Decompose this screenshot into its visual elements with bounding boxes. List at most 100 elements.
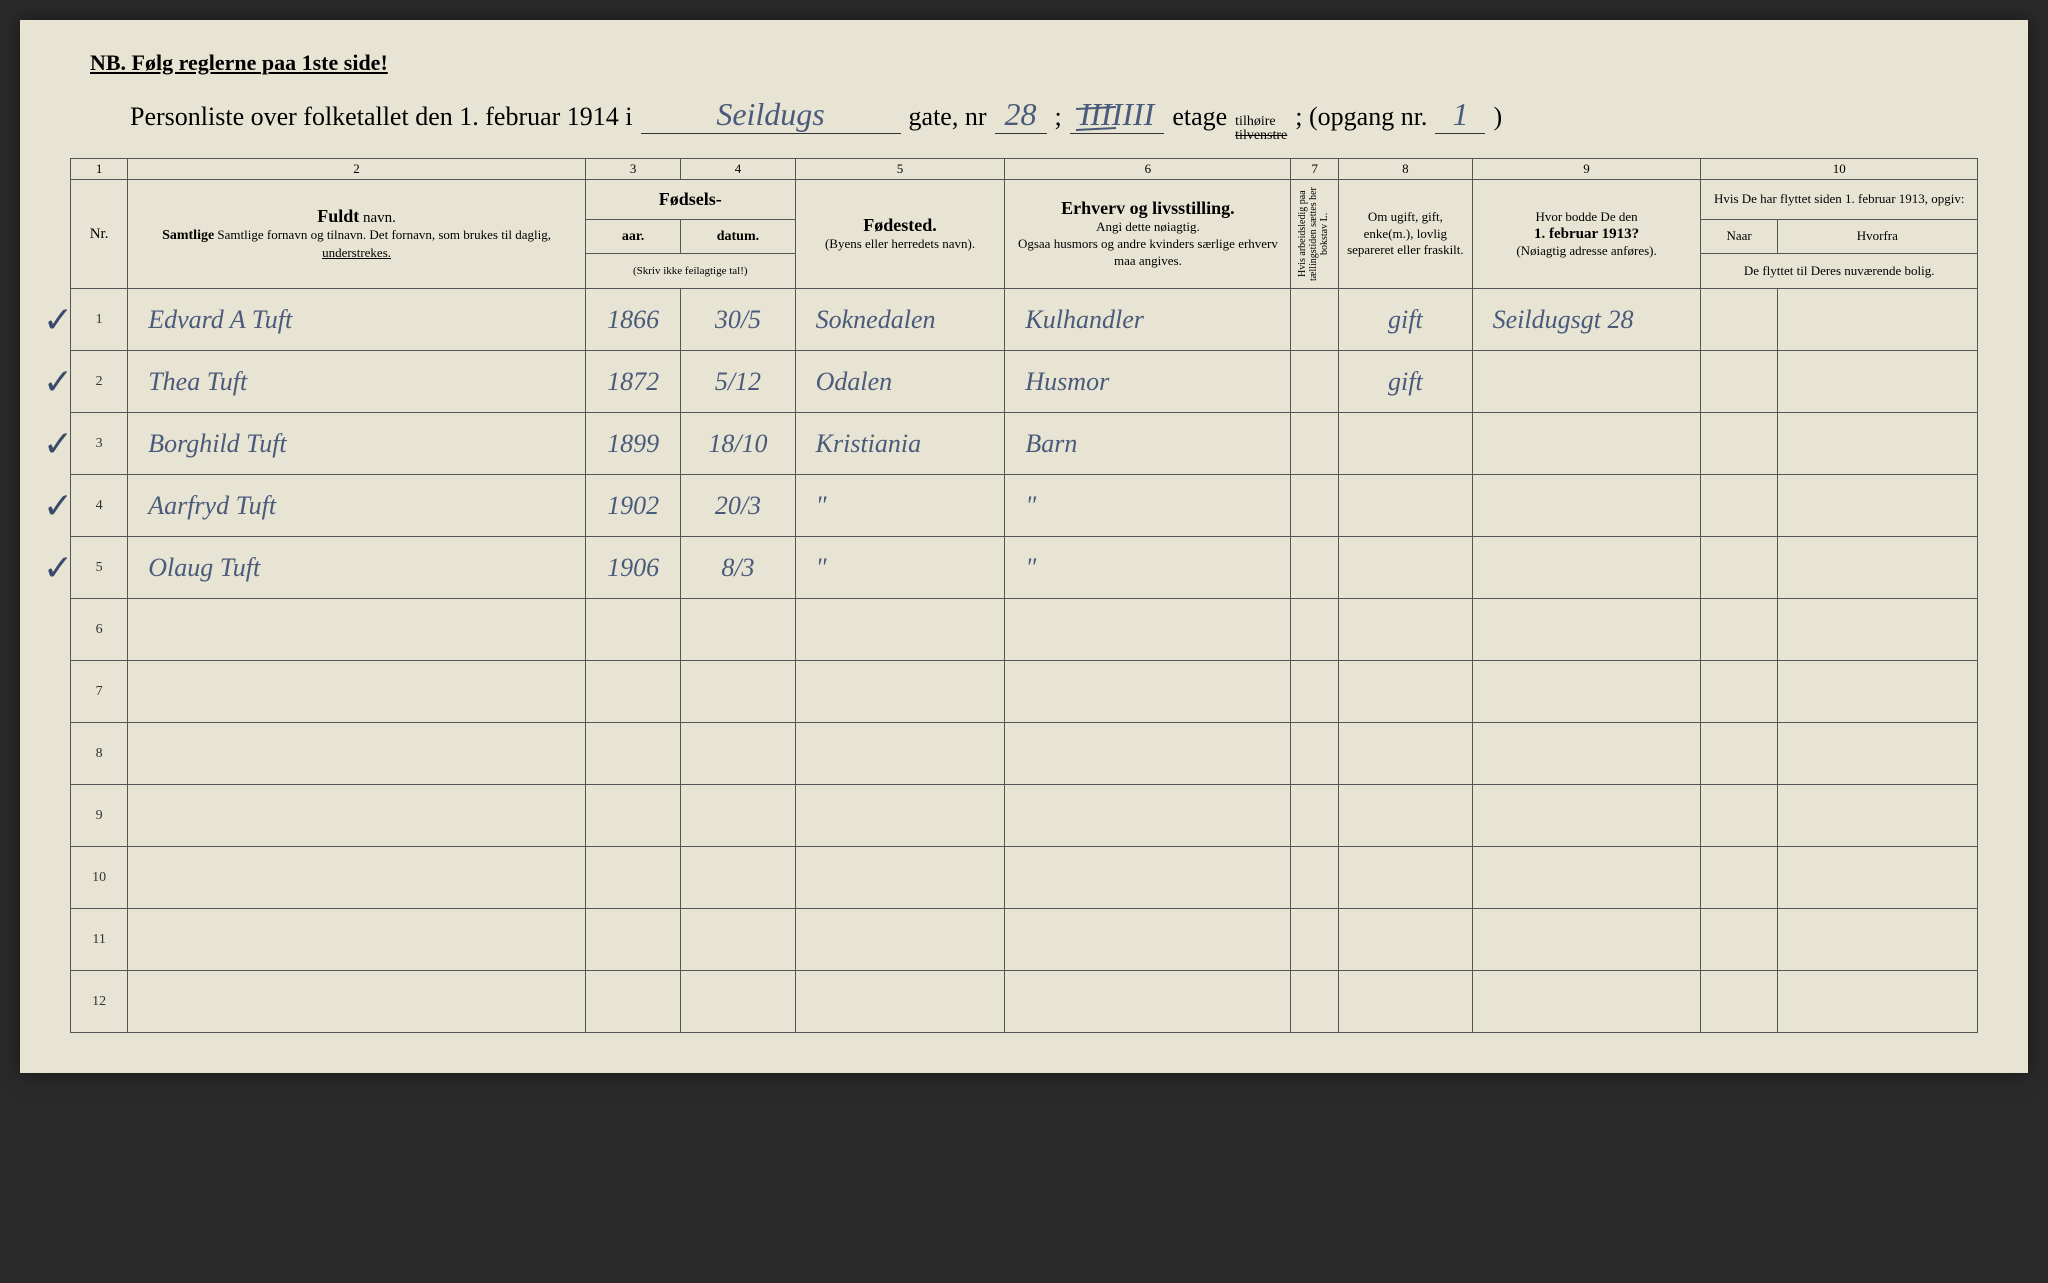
cell-naar: [1701, 537, 1777, 599]
cell-year: [585, 599, 680, 661]
cell-address1913: [1472, 661, 1701, 723]
street-name-field: Seildugs: [641, 96, 901, 134]
cell-year: [585, 723, 680, 785]
header-erhverv: Erhverv og livsstilling. Angi dette nøia…: [1005, 180, 1291, 289]
cell-date: 8/3: [681, 537, 795, 599]
side-tilhoire: tilhøire: [1235, 115, 1287, 129]
table-row: 9: [71, 785, 1978, 847]
cell-col7: [1291, 847, 1339, 909]
row-number: 8: [71, 723, 128, 785]
cell-naar: [1701, 351, 1777, 413]
cell-marital: [1339, 909, 1472, 971]
cell-birthplace: Odalen: [795, 351, 1005, 413]
cell-naar: [1701, 971, 1777, 1033]
row-number: 11: [71, 909, 128, 971]
header-erhverv-sub1: Angi dette nøiagtig.: [1011, 219, 1284, 236]
cell-col7: [1291, 909, 1339, 971]
cell-birthplace: ": [795, 475, 1005, 537]
header-hvorfra: Hvorfra: [1777, 219, 1977, 254]
census-form-page: NB. Følg reglerne paa 1ste side! Personl…: [20, 20, 2028, 1073]
header-navn-suffix: navn.: [363, 210, 396, 226]
header-aar: aar.: [585, 219, 680, 254]
cell-date: 5/12: [681, 351, 795, 413]
nb-instruction: NB. Følg reglerne paa 1ste side!: [90, 50, 1978, 76]
cell-date: [681, 661, 795, 723]
cell-year: [585, 785, 680, 847]
cell-hvorfra: [1777, 289, 1977, 351]
colnum-4: 4: [681, 159, 795, 180]
cell-hvorfra: [1777, 785, 1977, 847]
header-understrekes: understrekes.: [322, 245, 391, 260]
cell-marital: [1339, 785, 1472, 847]
table-row: 8: [71, 723, 1978, 785]
cell-col7: [1291, 289, 1339, 351]
cell-hvorfra: [1777, 909, 1977, 971]
row-number: 7: [71, 661, 128, 723]
header-datum: datum.: [681, 219, 795, 254]
cell-occupation: [1005, 909, 1291, 971]
cell-date: 18/10: [681, 413, 795, 475]
cell-marital: [1339, 475, 1472, 537]
cell-occupation: Kulhandler: [1005, 289, 1291, 351]
cell-col7: [1291, 661, 1339, 723]
header-col9: Hvor bodde De den 1. februar 1913? (Nøia…: [1472, 180, 1701, 289]
cell-hvorfra: [1777, 475, 1977, 537]
cell-hvorfra: [1777, 413, 1977, 475]
cell-hvorfra: [1777, 599, 1977, 661]
table-row: ✓ 4 Aarfryd Tuft 1902 20/3 " ": [71, 475, 1978, 537]
cell-naar: [1701, 847, 1777, 909]
cell-occupation: [1005, 785, 1291, 847]
semicolon: ;: [1055, 102, 1062, 132]
census-table: 1 2 3 4 5 6 7 8 9 10 Nr. Fuldt navn. Sam…: [70, 158, 1978, 1033]
table-row: ✓ 2 Thea Tuft 1872 5/12 Odalen Husmor gi…: [71, 351, 1978, 413]
header-col9-l2: 1. februar 1913?: [1479, 226, 1695, 243]
table-row: 11: [71, 909, 1978, 971]
cell-marital: [1339, 971, 1472, 1033]
table-row: ✓ 5 Olaug Tuft 1906 8/3 " ": [71, 537, 1978, 599]
header-samtlige: Samtlige: [162, 228, 214, 243]
cell-col7: [1291, 971, 1339, 1033]
row-number: ✓ 2: [71, 351, 128, 413]
colnum-6: 6: [1005, 159, 1291, 180]
cell-birthplace: [795, 971, 1005, 1033]
table-header: 1 2 3 4 5 6 7 8 9 10 Nr. Fuldt navn. Sam…: [71, 159, 1978, 289]
cell-marital: [1339, 661, 1472, 723]
cell-birthplace: ": [795, 537, 1005, 599]
cell-birthplace: [795, 847, 1005, 909]
cell-occupation: [1005, 599, 1291, 661]
cell-naar: [1701, 661, 1777, 723]
cell-hvorfra: [1777, 847, 1977, 909]
row-number: 6: [71, 599, 128, 661]
cell-name: [128, 909, 586, 971]
cell-marital: [1339, 599, 1472, 661]
cell-naar: [1701, 289, 1777, 351]
cell-birthplace: [795, 661, 1005, 723]
cell-naar: [1701, 723, 1777, 785]
cell-address1913: [1472, 475, 1701, 537]
form-title-line: Personliste over folketallet den 1. febr…: [130, 96, 1978, 143]
cell-date: [681, 847, 795, 909]
cell-date: 20/3: [681, 475, 795, 537]
cell-hvorfra: [1777, 537, 1977, 599]
cell-name: [128, 971, 586, 1033]
cell-col7: [1291, 537, 1339, 599]
etage-field: IIIIIIIIIII: [1070, 96, 1165, 134]
row-number: 9: [71, 785, 128, 847]
side-tilvenstre-struck: tilvenstre: [1235, 129, 1287, 143]
cell-marital: [1339, 847, 1472, 909]
cell-year: 1866: [585, 289, 680, 351]
cell-col7: [1291, 475, 1339, 537]
header-row-main: Nr. Fuldt navn. Samtlige Samtlige fornav…: [71, 180, 1978, 220]
cell-hvorfra: [1777, 661, 1977, 723]
cell-occupation: [1005, 661, 1291, 723]
header-fodested-sub: (Byens eller herredets navn).: [802, 236, 999, 253]
cell-address1913: Seildugsgt 28: [1472, 289, 1701, 351]
cell-hvorfra: [1777, 971, 1977, 1033]
header-name: Fuldt navn. Samtlige Samtlige fornavn og…: [128, 180, 586, 289]
cell-col7: [1291, 351, 1339, 413]
cell-naar: [1701, 413, 1777, 475]
gate-number-field: 28: [995, 96, 1047, 134]
cell-year: 1906: [585, 537, 680, 599]
cell-year: [585, 971, 680, 1033]
header-fuldt: Fuldt: [317, 206, 359, 226]
